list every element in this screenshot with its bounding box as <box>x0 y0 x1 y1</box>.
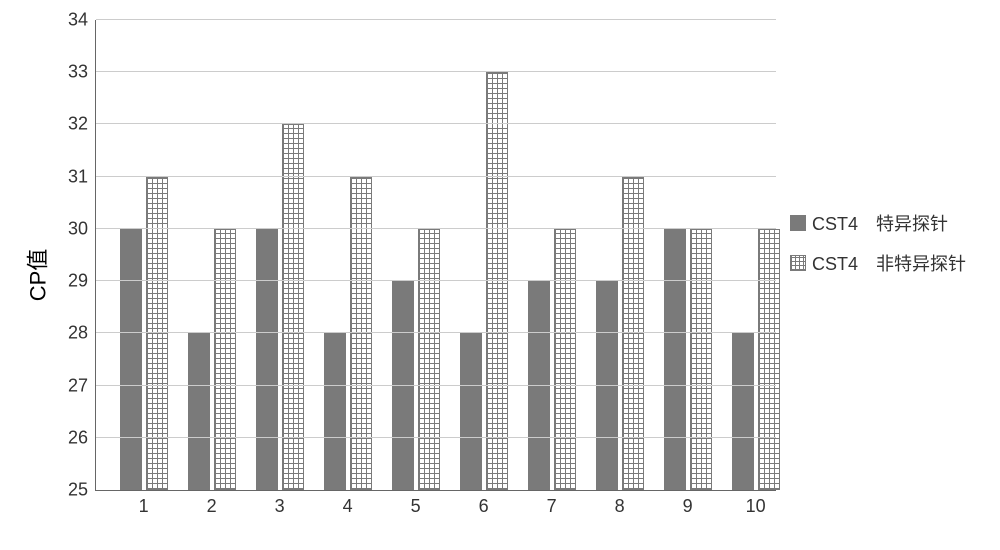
legend-item-nonspecific: CST4 非特异探针 <box>790 250 966 276</box>
legend-swatch-solid <box>790 215 806 231</box>
bar <box>690 229 712 490</box>
legend: CST4 特异探针 CST4 非特异探针 <box>790 210 966 290</box>
legend-label-prefix: CST4 <box>812 254 858 274</box>
y-tick-label: 33 <box>68 62 96 83</box>
legend-label: CST4 特异探针 <box>812 210 948 236</box>
y-tick-label: 32 <box>68 114 96 135</box>
gridline <box>96 176 776 177</box>
bar <box>120 229 142 490</box>
chart-container: CP值 2526272829303132333412345678910 CST4… <box>0 0 1000 550</box>
gridline <box>96 123 776 124</box>
bar <box>732 333 754 490</box>
gridline <box>96 280 776 281</box>
bar <box>324 333 346 490</box>
bar <box>392 281 414 490</box>
y-tick-label: 34 <box>68 10 96 31</box>
bar <box>256 229 278 490</box>
x-tick-label: 10 <box>746 490 766 517</box>
y-tick-label: 29 <box>68 271 96 292</box>
gridline <box>96 19 776 20</box>
bar <box>188 333 210 490</box>
x-tick-label: 3 <box>275 490 285 517</box>
legend-item-specific: CST4 特异探针 <box>790 210 966 236</box>
bar <box>596 281 618 490</box>
bars-layer <box>96 20 776 490</box>
x-tick-label: 1 <box>139 490 149 517</box>
legend-label-prefix: CST4 <box>812 214 858 234</box>
bar <box>528 281 550 490</box>
x-tick-label: 2 <box>207 490 217 517</box>
legend-label-suffix: 非特异探针 <box>876 254 966 274</box>
plot-area: 2526272829303132333412345678910 <box>95 20 776 491</box>
y-tick-label: 31 <box>68 166 96 187</box>
legend-label: CST4 非特异探针 <box>812 250 966 276</box>
y-tick-label: 30 <box>68 218 96 239</box>
gridline <box>96 437 776 438</box>
x-tick-label: 8 <box>615 490 625 517</box>
x-tick-label: 9 <box>683 490 693 517</box>
gridline <box>96 228 776 229</box>
y-tick-label: 25 <box>68 480 96 501</box>
x-tick-label: 6 <box>479 490 489 517</box>
y-tick-label: 26 <box>68 427 96 448</box>
gridline <box>96 332 776 333</box>
x-tick-label: 7 <box>547 490 557 517</box>
y-tick-label: 27 <box>68 375 96 396</box>
legend-label-suffix: 特异探针 <box>876 214 948 234</box>
bar <box>282 124 304 490</box>
bar <box>664 229 686 490</box>
y-axis-label: CP值 <box>20 249 52 302</box>
gridline <box>96 71 776 72</box>
bar <box>460 333 482 490</box>
bar <box>758 229 780 490</box>
bar <box>554 229 576 490</box>
y-tick-label: 28 <box>68 323 96 344</box>
bar <box>214 229 236 490</box>
x-tick-label: 5 <box>411 490 421 517</box>
bar <box>418 229 440 490</box>
legend-swatch-hatch <box>790 255 806 271</box>
x-tick-label: 4 <box>343 490 353 517</box>
gridline <box>96 385 776 386</box>
